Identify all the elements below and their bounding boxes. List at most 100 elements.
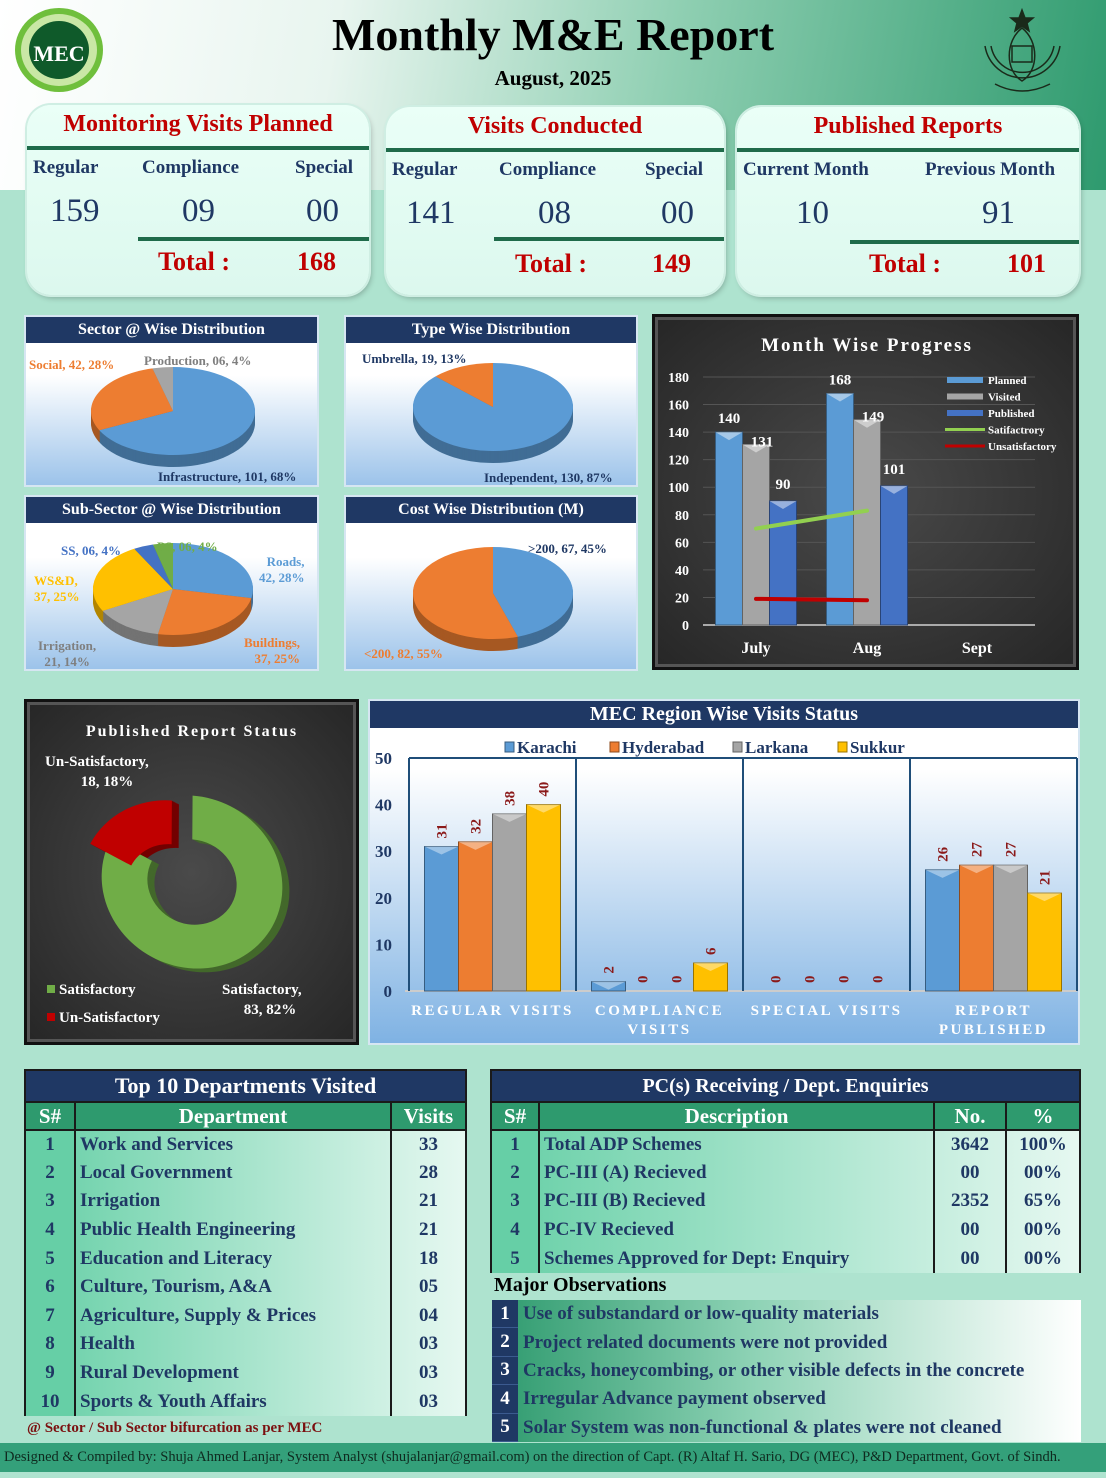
data-label: 0 — [871, 976, 887, 984]
x-category-label: REGULAR VISITS — [411, 1003, 574, 1019]
footer-credits: Designed & Compiled by: Shuja Ahmed Lanj… — [0, 1443, 1106, 1472]
cell-value: 00 — [933, 1244, 1007, 1273]
pie-label-independent: Independent, 130, 87% — [484, 470, 613, 485]
legend-swatch — [837, 741, 848, 753]
data-label: 149 — [862, 410, 885, 426]
label-special: Special — [645, 159, 704, 180]
value-regular: 159 — [50, 193, 100, 229]
chart-title: MEC Region Wise Visits Status — [370, 701, 1078, 728]
cell-sn: 9 — [24, 1358, 76, 1388]
cell-percent: 00% — [1005, 1215, 1081, 1245]
label-satisfactory: Satisfactory, — [222, 982, 302, 998]
line-satifactrory — [754, 508, 869, 531]
data-label: 0 — [636, 976, 652, 984]
label-satisfactory-value: 83, 82% — [244, 1002, 297, 1018]
bar-bevel — [826, 393, 854, 402]
y-tick-label: 40 — [375, 796, 392, 815]
pie-svg — [92, 543, 253, 647]
published-report-status-chart: Published Report Status Un-Satisfactory, 1… — [24, 699, 359, 1045]
cell-value: 03 — [390, 1358, 467, 1388]
value-current-month: 10 — [796, 195, 829, 231]
cell-sn: 8 — [24, 1330, 76, 1359]
pie-slice-ps — [152, 543, 173, 589]
pie-slice-infrastructure — [99, 367, 256, 455]
x-category-label: COMPLIANCE — [595, 1003, 724, 1019]
pie-slice-wsd — [93, 548, 173, 611]
table-row: 6 Culture, Tourism, A&A 05 — [24, 1272, 467, 1302]
table-row: 4 Public Health Engineering 21 — [24, 1215, 467, 1245]
x-category-label: PUBLISHED — [939, 1022, 1048, 1038]
legend-label: Planned — [988, 375, 1027, 387]
total-label: Total : — [158, 247, 230, 276]
observation-text: Solar System was non-functional & plates… — [523, 1416, 1002, 1438]
data-label: 90 — [776, 477, 791, 493]
label-regular: Regular — [392, 159, 458, 180]
bar-hyderabad — [959, 864, 994, 992]
pie-label-social: Social, 42, 28% — [29, 357, 115, 372]
observation-item: 5 Solar System was non-functional & plate… — [492, 1413, 1081, 1442]
cell-name: Sports & Youth Affairs — [74, 1387, 392, 1416]
y-tick-label: 60 — [675, 536, 689, 551]
cell-percent: 00% — [1005, 1244, 1081, 1273]
bar-karachi — [925, 869, 960, 992]
y-tick-label: 20 — [375, 889, 392, 908]
legend-swatch — [947, 410, 983, 416]
value-compliance: 08 — [538, 195, 571, 231]
bar-bevel — [492, 813, 527, 822]
bar-larkana — [993, 864, 1028, 992]
bar-visited — [853, 419, 881, 626]
label-compliance: Compliance — [499, 159, 597, 180]
cell-sn: 5 — [490, 1244, 540, 1273]
table-row: 3 PC-III (B) Recieved 2352 65% — [490, 1187, 1081, 1216]
total-value: 101 — [1007, 249, 1046, 278]
observations-list: 1 Use of substandard or low-quality mater… — [492, 1300, 1081, 1442]
cell-sn: 5 — [24, 1244, 76, 1273]
y-tick-label: 140 — [668, 426, 689, 441]
subsector-pie-chart: Sub-Sector @ Wise Distribution Roads, 42,… — [24, 495, 319, 671]
bar-sukkur — [1027, 892, 1062, 992]
observation-text: Project related documents were not provi… — [523, 1331, 888, 1353]
total-label: Total : — [869, 249, 941, 278]
bar-bevel — [925, 869, 960, 878]
pie-slice-ss — [134, 544, 173, 589]
observation-number: 3 — [492, 1356, 518, 1386]
table-row: 7 Agriculture, Supply & Prices 04 — [24, 1301, 467, 1331]
total-divider — [138, 237, 369, 241]
cell-percent: 00% — [1005, 1158, 1081, 1188]
cell-value: 03 — [390, 1330, 467, 1359]
pie-label-wsd: WS&D, 37, 25% — [34, 573, 80, 604]
col-description: Description — [538, 1101, 935, 1131]
sector-pie-chart: Sector @ Wise Distribution Social, 42, 2… — [24, 315, 319, 487]
cell-value: 04 — [390, 1301, 467, 1331]
data-label: 0 — [803, 976, 819, 984]
observation-text: Irregular Advance payment observed — [523, 1388, 826, 1410]
x-category-label: REPORT — [955, 1003, 1032, 1019]
cell-name: Public Health Engineering — [74, 1215, 392, 1245]
table-row: 2 PC-III (A) Recieved 00 00% — [490, 1158, 1081, 1188]
label-special: Special — [295, 157, 354, 178]
observation-text: Cracks, honeycombing, or other visible d… — [523, 1359, 1025, 1381]
bar-bevel — [424, 846, 459, 855]
data-label: 0 — [670, 976, 686, 984]
card-visits-conducted: Visits Conducted Regular Compliance Spec… — [386, 107, 724, 295]
bar-bevel — [526, 804, 561, 813]
pie-label-ps: PS, 06, 4% — [157, 539, 218, 554]
col-sn: S# — [24, 1101, 76, 1131]
y-tick-label: 30 — [375, 842, 392, 861]
cell-sn: 2 — [24, 1158, 76, 1188]
cell-value: 21 — [390, 1215, 467, 1245]
pie-slice-200 — [493, 547, 574, 637]
divider — [386, 148, 724, 152]
pie-label-infrastructure: Infrastructure, 101, 68% — [158, 469, 297, 484]
cell-name: Health — [74, 1330, 392, 1359]
bar-bevel — [591, 981, 626, 990]
col-department: Department — [74, 1101, 392, 1131]
cell-value: 03 — [390, 1387, 467, 1416]
pie-svg — [413, 547, 574, 651]
total-label: Total : — [515, 249, 587, 278]
report-title: Monthly M&E Report — [331, 9, 775, 60]
type-pie-chart: Type Wise Distribution Umbrella, 19, 13%… — [344, 315, 638, 487]
x-tick-label: July — [741, 640, 770, 657]
cell-value: 21 — [390, 1187, 467, 1216]
total-value: 149 — [652, 249, 691, 278]
